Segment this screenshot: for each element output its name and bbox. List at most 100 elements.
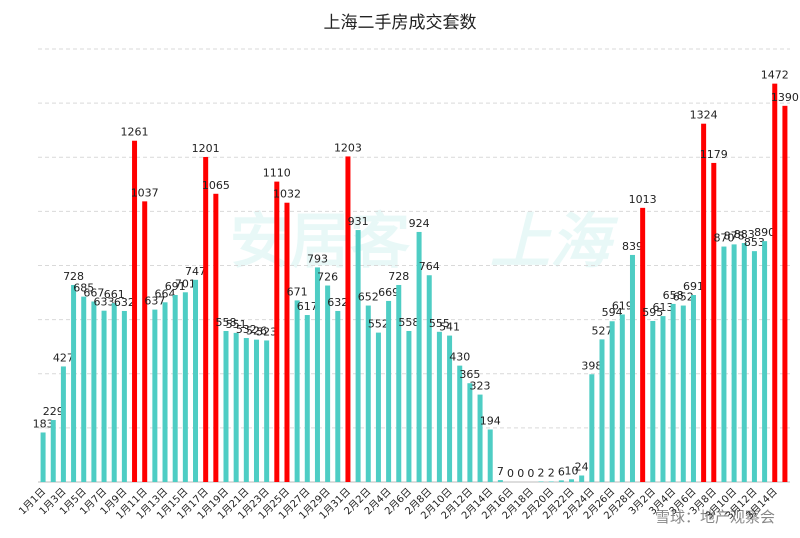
bar (253, 339, 259, 482)
bar (680, 305, 686, 482)
value-label: 1110 (263, 167, 291, 180)
value-label: 1013 (629, 193, 657, 206)
chart-title: 上海二手房成交套数 (324, 13, 477, 33)
value-label: 558 (398, 316, 419, 329)
bar (345, 156, 351, 483)
bar (152, 309, 158, 482)
bar (355, 230, 361, 482)
value-label: 365 (459, 368, 480, 381)
bar (304, 315, 310, 482)
bar (274, 181, 280, 482)
value-label: 764 (419, 260, 440, 273)
value-label: 183 (33, 417, 54, 430)
value-label: 728 (63, 270, 84, 283)
bar (772, 83, 778, 482)
bar (548, 481, 554, 482)
bar (447, 335, 453, 482)
value-label: 523 (256, 325, 277, 338)
value-label: 726 (317, 271, 338, 284)
value-label: 617 (297, 300, 318, 313)
bar (142, 201, 148, 482)
bar (325, 285, 331, 482)
bar (569, 479, 575, 482)
value-label: 427 (53, 351, 74, 364)
bar (243, 338, 249, 482)
bar (436, 331, 442, 482)
value-label: 2 (538, 466, 545, 479)
value-label: 661 (104, 288, 125, 301)
value-label: 398 (581, 359, 602, 372)
bar (467, 383, 473, 482)
value-label: 1201 (192, 142, 220, 155)
value-label: 883 (734, 228, 755, 241)
bar (701, 123, 707, 482)
value-label: 658 (663, 289, 684, 302)
value-label: 541 (439, 321, 460, 334)
value-label: 558 (216, 316, 237, 329)
bar (40, 432, 46, 482)
bar (81, 296, 87, 482)
value-label: 6 (558, 465, 565, 478)
bar (111, 303, 117, 482)
bar (609, 321, 615, 482)
value-label: 1032 (273, 188, 301, 201)
bar (406, 330, 412, 482)
value-label: 532 (236, 323, 257, 336)
bar (132, 140, 138, 482)
value-label: 652 (358, 291, 379, 304)
value-label: 527 (592, 324, 613, 337)
bar (60, 366, 66, 482)
bar (101, 310, 107, 482)
bar (650, 320, 656, 482)
value-label: 613 (652, 301, 673, 314)
value-label: 691 (683, 280, 704, 293)
value-label: 2 (548, 466, 555, 479)
value-label: 1065 (202, 179, 230, 192)
value-label: 0 (527, 467, 534, 480)
value-label: 10 (565, 464, 579, 477)
bar (203, 156, 209, 482)
bar (731, 244, 737, 482)
value-label: 701 (175, 277, 196, 290)
bar (487, 429, 493, 482)
bar (162, 302, 168, 482)
value-label: 870 (713, 232, 734, 245)
value-label: 924 (409, 217, 430, 230)
bar (782, 105, 788, 483)
bar (629, 254, 635, 482)
watermark: 安居客 (230, 207, 410, 277)
bar (223, 330, 229, 482)
value-label: 664 (155, 287, 176, 300)
bar (690, 294, 696, 482)
bar (284, 202, 290, 482)
value-label: 671 (287, 285, 308, 298)
value-label: 691 (165, 280, 186, 293)
bar (670, 303, 676, 482)
bar (619, 314, 625, 482)
value-label: 1324 (690, 109, 718, 122)
value-label: 632 (114, 296, 135, 309)
bar (91, 301, 97, 482)
bar (660, 316, 666, 482)
value-label: 430 (449, 351, 470, 364)
bar (762, 241, 768, 482)
watermark: 上海 (490, 207, 619, 277)
bar (497, 480, 503, 482)
value-label: 1390 (771, 91, 799, 104)
value-label: 669 (378, 286, 399, 299)
value-label: 323 (470, 380, 491, 393)
bar (426, 275, 432, 482)
bar (193, 279, 199, 482)
value-label: 7 (497, 465, 504, 478)
bar (579, 475, 585, 482)
bar (121, 310, 127, 482)
value-label: 1261 (121, 126, 149, 139)
bar (172, 294, 178, 482)
bar (71, 284, 77, 482)
bar (538, 481, 544, 482)
bar (457, 365, 463, 482)
bar (294, 300, 300, 482)
value-label: 0 (507, 467, 514, 480)
value-label: 551 (226, 318, 247, 331)
bar (365, 305, 371, 482)
